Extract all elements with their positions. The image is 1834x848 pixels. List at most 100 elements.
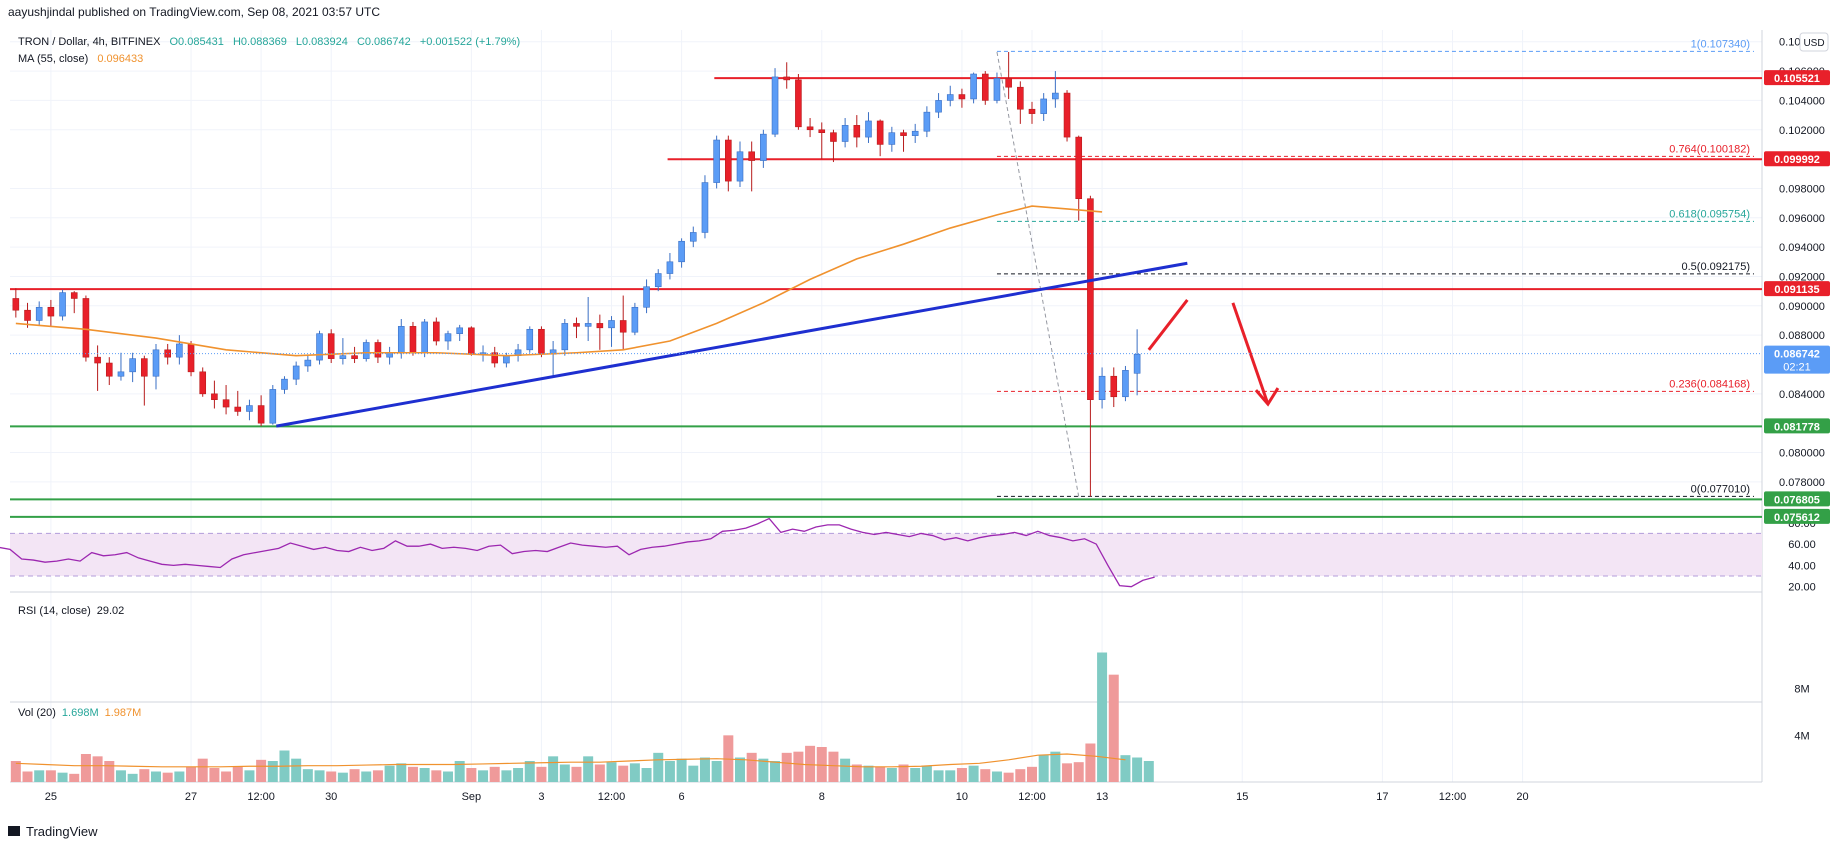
- volume-bar: [828, 751, 839, 782]
- candle-body: [59, 292, 66, 317]
- rising-trendline: [276, 261, 1188, 428]
- volume-bar: [548, 756, 559, 782]
- candle: [981, 71, 989, 105]
- candle-body: [397, 326, 405, 354]
- candle: [818, 122, 826, 160]
- candle: [1110, 367, 1118, 408]
- time-tick-label: 3: [538, 791, 544, 803]
- price-labels: 0.105521 0.099992 0.091135 0.081778 0.076805…: [1764, 70, 1830, 524]
- candle-body: [1052, 92, 1059, 100]
- candle-body: [94, 356, 101, 364]
- candle: [1075, 135, 1083, 221]
- price-tick-label: 0.088000: [1779, 330, 1825, 342]
- ma55-line: [15, 205, 1103, 357]
- candle-body: [538, 328, 545, 355]
- volume-bar: [326, 771, 337, 782]
- volume-bar: [805, 745, 816, 782]
- candle-body: [257, 405, 265, 424]
- candle: [409, 321, 417, 356]
- volume-bar: [45, 770, 56, 782]
- candle-body: [339, 355, 347, 359]
- time-tick-label: 6: [679, 791, 685, 803]
- tradingview-logo[interactable]: TradingView: [8, 824, 98, 839]
- candle: [888, 126, 896, 152]
- volume-bar: [232, 766, 243, 782]
- candle-body: [1110, 375, 1118, 398]
- rsi-band: [10, 533, 1762, 577]
- horizontal-levels: [10, 77, 1762, 518]
- volume-bar: [641, 768, 652, 782]
- candle-body: [946, 94, 954, 101]
- candle-body: [222, 399, 230, 408]
- volume-bar: [863, 765, 874, 782]
- ma-value: 0.096433: [97, 53, 143, 65]
- rsi-tick-label: 20.00: [1788, 582, 1816, 594]
- low-value: L0.083924: [296, 36, 348, 48]
- volume-bar: [1003, 772, 1014, 782]
- candle-body: [935, 100, 942, 113]
- candle-body: [47, 306, 55, 317]
- support-price-box: [1764, 491, 1830, 507]
- candle: [222, 385, 230, 415]
- volume-bar: [349, 769, 360, 782]
- volume-ma-line: [15, 753, 1126, 768]
- candle: [433, 317, 440, 346]
- legend-ohlc: TRON / Dollar, 4h, BITFINEX O0.085431 H0…: [18, 36, 520, 48]
- published-line: aayushjindal published on TradingView.co…: [8, 5, 380, 19]
- candle: [958, 88, 966, 108]
- volume-bar: [34, 770, 45, 782]
- volume-bar: [618, 765, 629, 782]
- currency-button[interactable]: USD: [1799, 32, 1829, 52]
- candle-body: [24, 309, 31, 321]
- candle: [257, 395, 265, 427]
- candle: [748, 141, 755, 192]
- tradingview-logo-text: TradingView: [26, 824, 98, 839]
- candle-body: [1087, 198, 1094, 401]
- support-price-box: [1764, 508, 1830, 524]
- candle-body: [701, 182, 709, 233]
- candle-body: [1005, 78, 1012, 88]
- candle: [304, 355, 312, 372]
- volume-bar: [291, 758, 302, 782]
- candle-body: [491, 352, 499, 364]
- volume-bar: [454, 761, 465, 782]
- candle: [339, 338, 347, 365]
- candle-body: [105, 362, 113, 377]
- candle: [1017, 81, 1024, 124]
- candle: [1098, 367, 1106, 409]
- time-tick-label: 20: [1516, 791, 1528, 803]
- volume-bar: [968, 765, 979, 782]
- grid: [10, 30, 1762, 782]
- time-tick-label: 17: [1376, 791, 1388, 803]
- price-tick-label: 0.098000: [1779, 183, 1825, 195]
- support-price-text: 0.081778: [1774, 421, 1820, 433]
- candle: [1040, 93, 1047, 121]
- candle-body: [853, 125, 861, 138]
- volume-bar: [746, 752, 757, 782]
- candle-body: [409, 326, 417, 354]
- candle-body: [176, 343, 183, 358]
- volume-bar: [793, 751, 804, 782]
- candle-body: [526, 328, 534, 351]
- candle-body: [806, 126, 814, 131]
- time-tick-label: 12:00: [598, 791, 626, 803]
- candle-body: [654, 273, 662, 288]
- candle: [316, 330, 323, 365]
- candle-body: [1133, 353, 1141, 374]
- price-tick-label: 0.080000: [1779, 448, 1825, 460]
- time-tick-label: Sep: [462, 791, 482, 803]
- volume-bar: [1085, 743, 1096, 782]
- volume-bar: [559, 764, 570, 782]
- volume-bar: [221, 771, 232, 782]
- candle-body: [841, 125, 849, 142]
- candle-body: [1017, 86, 1024, 110]
- volume-bar: [770, 761, 781, 782]
- volume-bar: [536, 766, 547, 782]
- candle: [129, 352, 136, 383]
- time-axis: 25 27 12:00 30 Sep 3 12:00 6 8 10 12:00 13 15 17 12:00…: [45, 791, 1529, 803]
- candle: [561, 319, 569, 356]
- volume-bar: [583, 756, 594, 782]
- volume-bar: [1027, 766, 1037, 782]
- volume-bar: [209, 768, 220, 782]
- candle-body: [433, 321, 440, 342]
